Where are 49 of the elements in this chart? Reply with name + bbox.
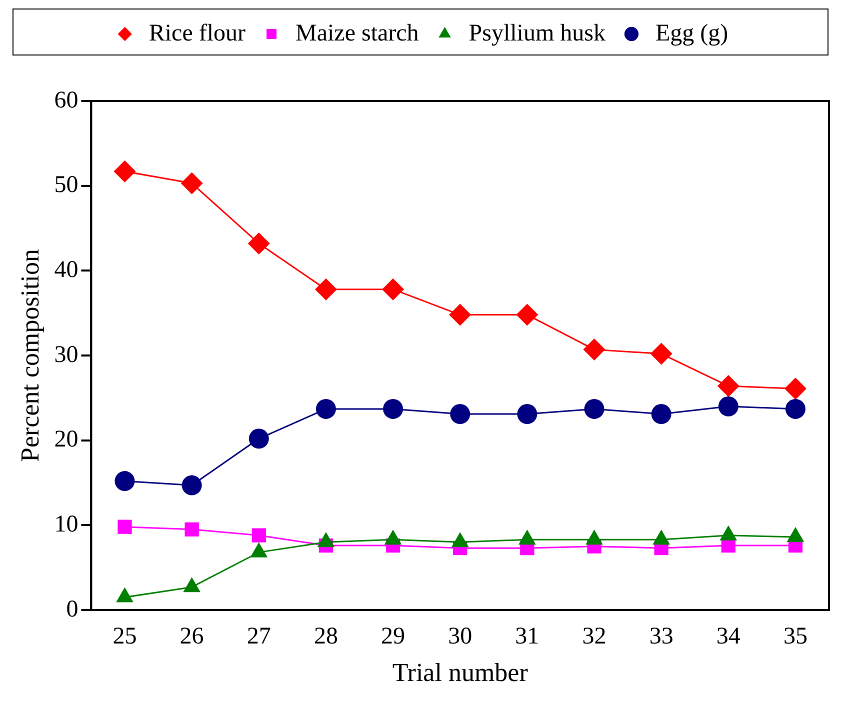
point — [114, 160, 136, 182]
x-tick-label: 34 — [716, 624, 740, 650]
point — [583, 338, 606, 361]
point — [184, 522, 199, 536]
point — [718, 396, 738, 416]
point — [382, 278, 404, 300]
point — [584, 398, 604, 419]
point — [651, 404, 672, 424]
point — [182, 475, 202, 496]
legend-label: Rice flour — [148, 20, 246, 46]
y-tick-label: 40 — [54, 256, 78, 283]
point — [449, 304, 472, 326]
x-tick-label: 31 — [515, 624, 540, 650]
x-tick-label: 25 — [112, 624, 137, 650]
y-tick-label: 30 — [54, 342, 78, 368]
point — [252, 528, 266, 542]
point — [785, 398, 806, 419]
x-tick-label: 32 — [582, 624, 606, 650]
point — [383, 398, 404, 419]
legend-label: Egg (g) — [655, 20, 728, 46]
x-tick-label: 30 — [448, 624, 472, 650]
legend-label: Psyllium husk — [468, 20, 606, 46]
y-tick-label: 60 — [54, 87, 78, 114]
legend-label: Maize starch — [296, 20, 419, 46]
point — [248, 428, 269, 449]
point — [114, 471, 135, 492]
y-tick-label: 10 — [54, 511, 78, 538]
x-axis-title: Trial number — [392, 658, 528, 688]
point — [784, 378, 806, 400]
point — [118, 520, 132, 534]
point — [517, 404, 538, 424]
point — [314, 278, 337, 300]
y-axis-title: Percent composition — [15, 248, 44, 462]
x-tick-label: 26 — [180, 624, 204, 650]
y-tick-label: 20 — [54, 426, 78, 453]
x-tick-label: 28 — [314, 624, 338, 650]
point — [180, 172, 203, 194]
x-tick-label: 35 — [783, 624, 808, 650]
point — [717, 375, 740, 398]
y-tick-label: 0 — [66, 596, 78, 622]
x-tick-label: 29 — [381, 624, 406, 650]
y-tick-label: 50 — [54, 172, 78, 198]
point — [650, 342, 672, 365]
point — [516, 304, 538, 326]
x-tick-label: 27 — [246, 624, 271, 650]
point — [316, 398, 336, 419]
point — [248, 232, 270, 255]
point — [450, 404, 470, 424]
x-tick-label: 33 — [649, 624, 674, 650]
